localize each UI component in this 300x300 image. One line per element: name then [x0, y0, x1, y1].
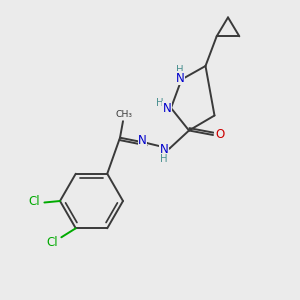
- Text: O: O: [215, 128, 224, 142]
- Text: N: N: [176, 71, 184, 85]
- Text: Cl: Cl: [29, 195, 40, 208]
- Text: Cl: Cl: [46, 236, 58, 249]
- Text: H: H: [176, 65, 184, 75]
- Text: N: N: [163, 101, 172, 115]
- Text: N: N: [160, 143, 169, 157]
- Text: CH₃: CH₃: [116, 110, 132, 119]
- Text: H: H: [160, 154, 168, 164]
- Text: H: H: [156, 98, 164, 109]
- Text: N: N: [138, 134, 147, 147]
